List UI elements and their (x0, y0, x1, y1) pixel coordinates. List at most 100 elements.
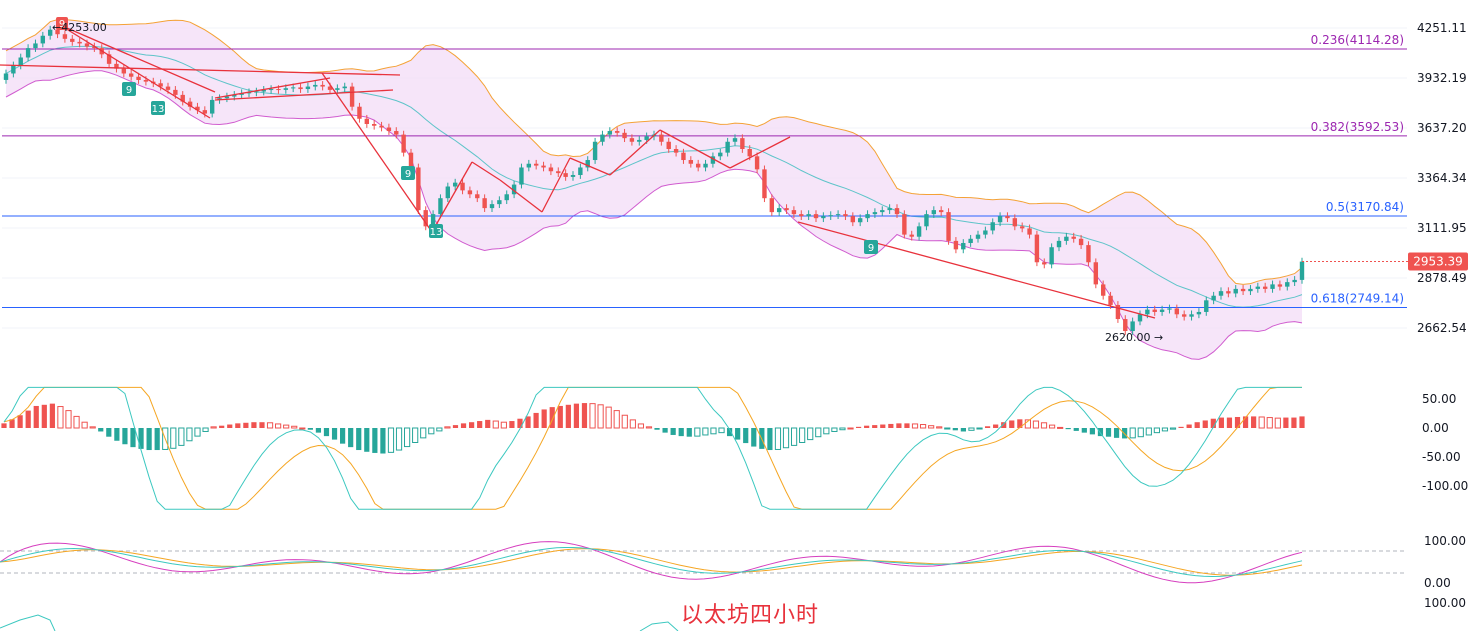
kdj-axis-label: 100.00 (1424, 596, 1466, 610)
candle-body (386, 127, 392, 132)
macd-histogram-bar (98, 428, 104, 432)
candle-body (629, 138, 635, 142)
candle-body (497, 200, 502, 205)
macd-histogram-bar (114, 428, 120, 441)
kdj-j-line (0, 541, 1303, 584)
candle-body (533, 163, 539, 166)
macd-histogram-bar (654, 428, 660, 430)
candle-body (799, 214, 804, 217)
candle-body (1196, 311, 1202, 315)
trend-line (797, 221, 1156, 319)
candle-body (835, 214, 841, 216)
macd-histogram-bar (348, 428, 354, 448)
candle-body (1064, 236, 1069, 241)
macd-histogram-bar (597, 404, 604, 429)
fib-level-label: 0.618(2749.14) (1311, 291, 1404, 305)
macd-histogram-bar (65, 410, 72, 429)
candle-body (313, 84, 318, 87)
macd-histogram-bar (49, 403, 55, 428)
macd-histogram-bar (968, 427, 975, 431)
macd-histogram-bar (1299, 416, 1305, 428)
macd-histogram-bar (243, 422, 249, 428)
candle-body (224, 96, 230, 99)
macd-histogram-bar (428, 427, 435, 435)
macd-histogram-bar (1073, 428, 1079, 431)
candle-body (460, 182, 465, 191)
candle-body (1218, 291, 1224, 296)
candle-body (1012, 218, 1018, 227)
macd-histogram-bar (1113, 428, 1120, 438)
candle-body (784, 208, 789, 211)
macd-histogram-bar (227, 424, 233, 428)
trend-line (609, 129, 661, 176)
macd-histogram-bar (1218, 417, 1224, 428)
bollinger-middle-line (5, 45, 1303, 308)
macd-histogram-bar (880, 424, 886, 428)
macd-axis-label: 50.00 (1422, 392, 1456, 406)
macd-histogram-bar (485, 419, 491, 428)
candle-body (209, 99, 215, 114)
macd-histogram-bar (210, 426, 217, 429)
macd-histogram-bar (122, 428, 128, 445)
price-axis-label: 3111.95 (1417, 221, 1467, 235)
candle-body (1034, 234, 1040, 263)
td-count-label: 13 (152, 104, 165, 115)
candle-body (320, 84, 325, 87)
macd-axis-label: 0.00 (1422, 421, 1449, 435)
candle-body (718, 152, 723, 157)
macd-histogram-bar (549, 407, 555, 428)
candle-body (622, 132, 627, 139)
macd-histogram-bar (533, 412, 539, 428)
candle-body (1204, 300, 1209, 312)
candle-body (3, 73, 9, 80)
candle-body (924, 214, 929, 227)
macd-histogram-bar (356, 428, 362, 451)
macd-histogram-bar (1234, 416, 1241, 428)
td-count-label: 9 (126, 85, 132, 96)
candle-body (136, 76, 141, 80)
macd-histogram-bar (799, 427, 806, 443)
macd-histogram-bar (645, 426, 653, 429)
macd-histogram-bar (291, 425, 298, 429)
candle-body (202, 110, 208, 114)
candle-body (563, 173, 568, 177)
bollinger-lower-line (5, 70, 1303, 360)
macd-histogram-bar (1032, 420, 1040, 429)
macd-histogram-bar (944, 427, 951, 430)
trend-line (321, 72, 433, 233)
macd-histogram-bar (17, 415, 23, 428)
candle-body (975, 234, 981, 239)
candle-body (548, 167, 554, 172)
macd-histogram-bar (702, 427, 709, 436)
macd-histogram-bar (89, 426, 96, 429)
candle-body (828, 215, 833, 217)
price-axis-label: 4251.11 (1417, 21, 1467, 35)
candle-body (857, 218, 863, 223)
candle-body (1005, 216, 1010, 219)
candle-body (754, 156, 760, 170)
td-count-badge (429, 224, 443, 238)
candle-body (710, 156, 716, 164)
td-count-label: 13 (430, 227, 443, 238)
macd-histogram-bar (896, 423, 902, 428)
macd-histogram-bar (718, 427, 725, 434)
candle-body (769, 198, 775, 213)
candle-body (1019, 226, 1025, 229)
macd-histogram-bar (581, 403, 588, 428)
macd-histogram-bar (1194, 422, 1200, 428)
macd-histogram-bar (605, 406, 612, 429)
macd-histogram-bar (823, 427, 830, 435)
candle-body (938, 210, 944, 213)
candle-body (894, 208, 900, 215)
candle-body (114, 63, 119, 69)
macd-histogram-bar (525, 416, 531, 428)
price-axis-label: 2662.54 (1417, 321, 1467, 335)
macd-histogram-bar (1283, 417, 1289, 428)
macd-histogram-bar (395, 427, 403, 451)
macd-histogram-bar (1081, 428, 1087, 433)
candle-body (1115, 304, 1121, 320)
candle-body (526, 163, 532, 168)
candle-body (614, 131, 620, 133)
macd-histogram-bar (637, 423, 645, 429)
